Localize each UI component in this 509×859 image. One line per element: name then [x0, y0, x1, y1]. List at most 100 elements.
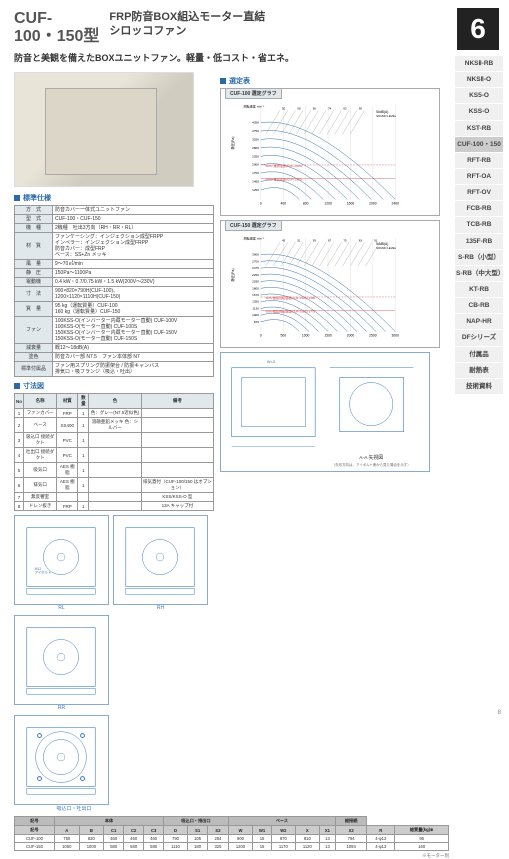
- subtitle-line1: FRP防音BOX組込モーター直結: [109, 10, 265, 24]
- sidebar-item[interactable]: RFT-OA: [455, 169, 503, 184]
- spec-cell: 100KSS-O(インバーター内蔵モーター直動) CUF-100V100KSS-…: [53, 317, 214, 344]
- dim-cell: [89, 463, 141, 478]
- svg-text:0: 0: [260, 202, 262, 206]
- svg-text:50Hz推奨回転速度(CUF-150S) 1480: 50Hz推奨回転速度(CUF-150S) 1480: [266, 295, 316, 300]
- col-header: C1: [104, 826, 124, 835]
- data-cell: 1050: [54, 843, 79, 851]
- sidebar-item[interactable]: RFT-OV: [455, 185, 503, 200]
- data-cell: 13: [319, 835, 335, 843]
- data-cell: 460: [144, 835, 164, 843]
- sidebar-item[interactable]: CUF-100・150: [455, 137, 503, 152]
- spec-table: 方 式防音カバー一体式ユニットファン型 式CUF-100・CUF-150機 種2…: [14, 205, 214, 377]
- sidebar-item[interactable]: 付属品: [455, 347, 503, 362]
- dim-cell: 1: [15, 409, 24, 418]
- chart-svg-150: 0500100015002000250030008701000113013501…: [224, 224, 436, 344]
- sidebar-item[interactable]: CB-RB: [455, 298, 503, 313]
- data-cell: 460: [104, 835, 124, 843]
- col-header: A: [54, 826, 79, 835]
- bottom-diagrams: M12アイボルト RL RH RR 吸込口・吐出口: [14, 515, 214, 812]
- col-header: S1: [187, 826, 207, 835]
- sidebar-item[interactable]: 耐熱表: [455, 363, 503, 378]
- sidebar-item[interactable]: 技術資料: [455, 379, 503, 394]
- dim-cell: PVC: [57, 433, 78, 448]
- group-header: ベース: [228, 817, 335, 826]
- data-cell: 325: [208, 843, 228, 851]
- col-header: D: [164, 826, 188, 835]
- sidebar-item[interactable]: FCB-RB: [455, 201, 503, 216]
- sidebar-item[interactable]: KSS-O: [455, 104, 503, 119]
- svg-text:静圧(Pa): 静圧(Pa): [230, 269, 235, 282]
- section-dim: 寸法図: [14, 381, 214, 391]
- dim-cell: 8: [15, 502, 24, 511]
- spec-cell: 概12～18dB(A): [53, 344, 214, 353]
- dim-cell: 排気口: [24, 478, 57, 493]
- svg-text:50Hz 推奨電源(CUF-100S): 50Hz 推奨電源(CUF-100S): [266, 163, 303, 168]
- sidebar-item[interactable]: KT-RB: [455, 282, 503, 297]
- sidebar-item[interactable]: 135F-RB: [455, 234, 503, 249]
- sidebar-item[interactable]: NKSⅡ-RB: [455, 56, 503, 71]
- col-header: 総質量(kg)※: [395, 826, 449, 835]
- data-cell: 15: [253, 843, 272, 851]
- dim-cell: 色：グレー(N7.5近似色): [89, 409, 141, 418]
- sidebar-item[interactable]: TCB-RB: [455, 217, 503, 232]
- col-header: X2: [336, 826, 367, 835]
- dim-cell: KSS/KSS-O 型: [141, 493, 213, 502]
- dimension-values-table: 記号本体吸込口・排出口ベース総接続記号ABC1C2C3DS1S2WW1W2XX1…: [14, 816, 449, 851]
- spec-cell: ファン: [15, 317, 53, 344]
- col-header: C3: [144, 826, 164, 835]
- spec-cell: 防音カバー部 N7.5 ファン本体部 N7: [53, 353, 214, 362]
- dim-header: 数量: [78, 394, 89, 409]
- col-header: B: [79, 826, 104, 835]
- svg-text:回転速度 min⁻¹: 回転速度 min⁻¹: [244, 236, 265, 241]
- dim-cell: 6: [15, 478, 24, 493]
- sidebar-item[interactable]: KST-RB: [455, 121, 503, 136]
- svg-text:1450: 1450: [252, 180, 259, 184]
- svg-text:静圧(Pa): 静圧(Pa): [230, 137, 235, 150]
- dim-cell: 2: [15, 418, 24, 433]
- svg-text:2000: 2000: [369, 202, 377, 206]
- sidebar-item[interactable]: NKSⅡ-O: [455, 72, 503, 87]
- sidebar-item[interactable]: DFシリーズ: [455, 330, 503, 345]
- dim-cell: [89, 478, 141, 493]
- svg-text:回転速度 min⁻¹: 回転速度 min⁻¹: [244, 104, 265, 109]
- page-number: 8: [498, 710, 501, 716]
- dim-svg: A-A 矢視図 （矢印方向は、アイボルト側から見た場合を示す） W×3: [221, 353, 429, 471]
- data-cell: 13: [319, 843, 335, 851]
- dim-cell: 1: [78, 502, 89, 511]
- data-cell: 105: [187, 835, 207, 843]
- svg-text:1800: 1800: [252, 286, 259, 290]
- dim-cell: 吐出口 接続ダクト: [24, 448, 57, 463]
- svg-text:SOUND LEVEL: SOUND LEVEL: [376, 246, 397, 250]
- data-cell: 790: [164, 835, 188, 843]
- svg-text:SOUND LEVEL: SOUND LEVEL: [376, 114, 397, 118]
- data-cell: 1000: [79, 843, 104, 851]
- spec-cell: 機 種: [15, 224, 53, 233]
- data-cell: 580: [144, 843, 164, 851]
- svg-text:58: 58: [297, 106, 301, 110]
- chart-title-150: CUF-150 選定グラフ: [225, 220, 282, 231]
- dim-cell: 7: [15, 493, 24, 502]
- spec-cell: 150Pa～1100Pa: [53, 269, 214, 278]
- chart-cuf100: CUF-100 選定グラフ 04008001200160020002400125…: [220, 88, 440, 216]
- sidebar-item[interactable]: S-RB（小型）: [455, 250, 503, 265]
- sidebar-item[interactable]: S-RB（中大型）: [455, 266, 503, 281]
- svg-text:400: 400: [280, 202, 286, 206]
- svg-text:4350: 4350: [252, 121, 259, 125]
- sidebar-item[interactable]: RFT-RB: [455, 153, 503, 168]
- svg-text:90: 90: [359, 106, 363, 110]
- dim-cell: 1: [78, 433, 89, 448]
- data-cell: 180: [187, 843, 207, 851]
- spec-cell: 0.4 kW・0.7/0.75 kW・1.5 kW(200V～230V): [53, 278, 214, 287]
- spec-cell: 95 kg（運転質量）CUF-100160 kg（運転質量）CUF-150: [53, 302, 214, 317]
- group-header: 記号: [15, 817, 55, 826]
- svg-text:60Hz 推奨電源(CUF-100S): 60Hz 推奨電源(CUF-100S): [266, 177, 303, 182]
- spec-cell: 900×820×790H(CUF-100)、1200×1120×1110H(CU…: [53, 287, 214, 302]
- sidebar-item[interactable]: NAP-HR: [455, 314, 503, 329]
- sidebar-item[interactable]: KS5-O: [455, 88, 503, 103]
- spec-cell: CUF-100・CUF-150: [53, 215, 214, 224]
- dim-cell: [141, 418, 213, 433]
- col-header: S2: [208, 826, 228, 835]
- chart-svg-100: 0400800120016002000240012501450170020002…: [224, 92, 436, 212]
- data-cell: 1170: [271, 843, 295, 851]
- dim-cell: [78, 493, 89, 502]
